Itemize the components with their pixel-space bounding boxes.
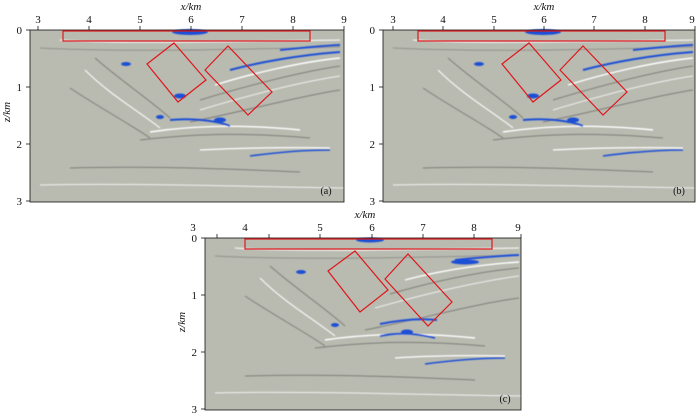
x-tick-label: 8	[290, 14, 296, 26]
x-tick-label: 7	[591, 14, 597, 26]
salt-flank-highlight-box-left	[327, 250, 389, 313]
z-tick-label: 0	[192, 233, 198, 245]
z-tick-label: 0	[370, 25, 376, 37]
salt-flank-highlight-box-right	[384, 253, 453, 327]
x-tick-label: 5	[317, 222, 323, 234]
x-tick-label: 4	[242, 222, 248, 234]
x-tick-label: 4	[440, 14, 446, 26]
salt-flank-highlight-box-left	[501, 42, 562, 103]
x-tick-label: 7	[239, 14, 245, 26]
migration-panel-a: 3 4 5 6 7 8 9 x/km 0 1 2 3 z/km (a)	[0, 0, 350, 210]
seismic-image-b	[383, 30, 695, 202]
shallow-highlight-box	[244, 238, 493, 250]
migration-panel-b: 3 4 5 6 7 8 9 x/km 0 1 2 3 (b)	[355, 0, 700, 210]
x-tick-label: 8	[471, 222, 477, 234]
x-tick-label: 8	[642, 14, 648, 26]
z-tick-label: 1	[17, 82, 23, 94]
x-axis-title: x/km	[354, 209, 376, 221]
z-tick-label: 3	[17, 196, 23, 208]
z-axis-title: z/km	[176, 312, 188, 333]
z-tick-label: 0	[17, 25, 23, 37]
x-tick-label: 9	[515, 222, 521, 234]
z-tick-label: 2	[370, 139, 376, 151]
salt-flank-highlight-box-right	[559, 45, 628, 116]
panel-b-frame	[382, 29, 696, 203]
panel-b-figure: 3 4 5 6 7 8 9 x/km 0 1 2 3 (b)	[370, 1, 696, 208]
migration-panel-c: 3 4 5 6 7 8 9 x/km 0 1 2 3 z/km (c)	[175, 206, 525, 416]
x-tick-label: 9	[341, 14, 347, 26]
panel-tag: (a)	[320, 186, 331, 197]
x-axis-title: x/km	[533, 1, 555, 13]
x-tick-label: 3	[190, 222, 196, 234]
panel-tag: (b)	[673, 186, 685, 197]
panel-c-frame	[204, 237, 522, 411]
z-tick-label: 1	[192, 290, 198, 302]
x-tick-label: 3	[390, 14, 396, 26]
x-axis-a: 3 4 5 6 7 8 9 x/km	[35, 1, 347, 30]
x-tick-label: 5	[491, 14, 497, 26]
x-axis-b: 3 4 5 6 7 8 9 x/km	[390, 1, 696, 30]
x-tick-label: 5	[137, 14, 143, 26]
panel-c-figure: 3 4 5 6 7 8 9 x/km 0 1 2 3 z/km (c)	[176, 209, 522, 416]
z-axis-b: 0 1 2 3	[370, 25, 383, 208]
salt-flank-highlight-box-right	[204, 45, 273, 116]
panel-a-figure: 3 4 5 6 7 8 9 x/km 0 1 2 3 z/km (a)	[1, 1, 347, 208]
z-axis-title: z/km	[1, 102, 13, 123]
salt-flank-highlight-box-left	[146, 42, 207, 103]
x-tick-label: 7	[420, 222, 426, 234]
z-tick-label: 3	[370, 196, 376, 208]
x-tick-label: 3	[35, 14, 41, 26]
z-axis-c: 0 1 2 3 z/km	[176, 233, 205, 416]
z-tick-label: 1	[370, 82, 376, 94]
x-tick-label: 6	[188, 14, 194, 26]
panel-a-frame	[29, 29, 345, 203]
z-tick-label: 2	[17, 139, 23, 151]
x-tick-label: 6	[369, 222, 375, 234]
x-axis-title: x/km	[180, 1, 202, 13]
x-axis-c: 3 4 5 6 7 8 9 x/km	[190, 209, 522, 238]
x-tick-label: 4	[86, 14, 92, 26]
x-tick-label: 9	[689, 14, 695, 26]
panel-tag: (c)	[499, 394, 510, 405]
z-tick-label: 2	[192, 347, 198, 359]
z-axis-a: 0 1 2 3 z/km	[1, 25, 30, 208]
shallow-highlight-box	[417, 30, 666, 42]
z-tick-label: 3	[192, 404, 198, 416]
x-tick-label: 6	[541, 14, 547, 26]
shallow-highlight-box	[62, 30, 311, 42]
